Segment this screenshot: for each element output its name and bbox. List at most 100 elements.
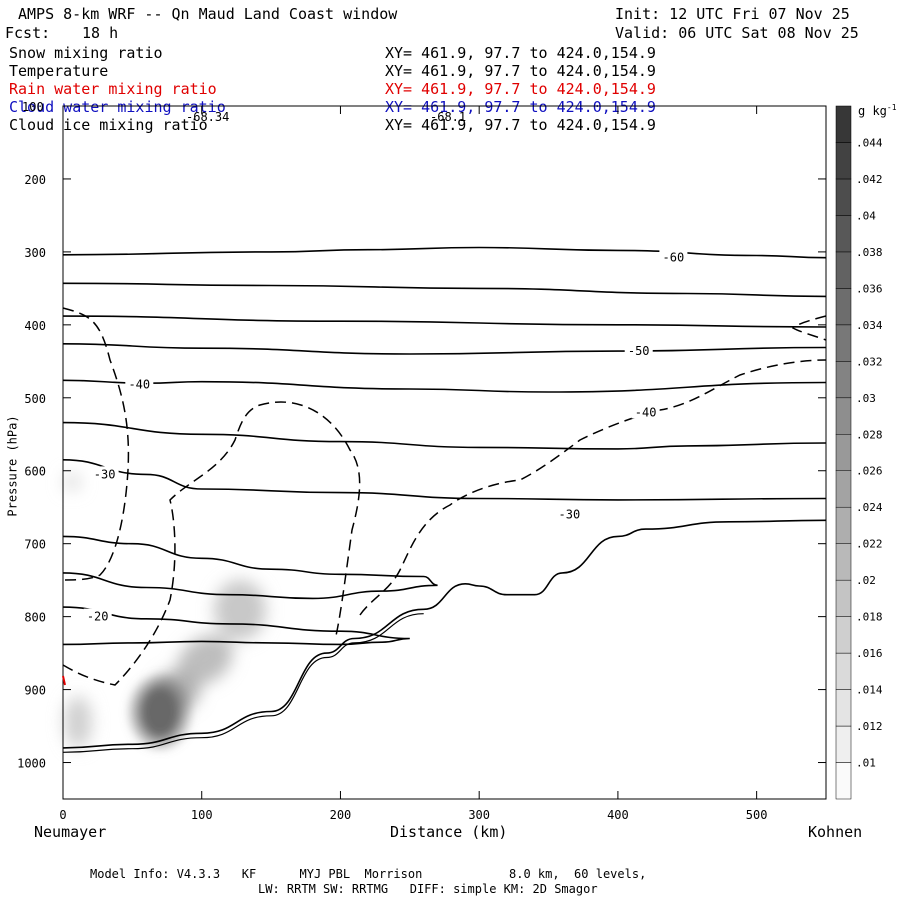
- colorbar-swatch: [835, 361, 852, 399]
- cloud-ice-contour: [62, 307, 130, 581]
- temperature-contour: [62, 606, 410, 646]
- y-tick-label: 200: [24, 173, 46, 187]
- colorbar-unit: g kg-1: [858, 100, 897, 119]
- terrain-outline: [62, 519, 827, 749]
- contour-label: -30: [559, 508, 581, 522]
- field-name: Cloud ice mixing ratio: [9, 116, 208, 134]
- colorbar-label: .01: [856, 757, 876, 770]
- colorbar-swatch: [835, 543, 852, 581]
- field-xy: XY= 461.9, 97.7 to 424.0,154.9: [385, 44, 656, 62]
- field-xy: XY= 461.9, 97.7 to 424.0,154.9: [385, 62, 656, 80]
- colorbar-swatch: [835, 288, 852, 326]
- colorbar-label: .026: [856, 465, 883, 478]
- colorbar-swatch: [835, 689, 852, 727]
- snow-core-halo: [130, 676, 190, 748]
- field-xy: XY= 461.9, 97.7 to 424.0,154.9: [385, 80, 656, 98]
- colorbar-unit-text: g kg: [858, 104, 887, 118]
- x-tick-label: 400: [607, 808, 629, 822]
- colorbar-swatch: [835, 616, 852, 654]
- colorbar-swatch: [835, 652, 852, 690]
- chart-title: AMPS 8-km WRF -- Qn Maud Land Coast wind…: [18, 5, 398, 23]
- x-tick-label: 0: [59, 808, 66, 822]
- rain-marker: [62, 675, 66, 686]
- colorbar-unit-exp: -1: [886, 103, 897, 112]
- forecast-label: Fcst:: [5, 24, 51, 42]
- contour-label: -20: [87, 610, 109, 624]
- temperature-contours: [62, 246, 827, 646]
- init-time: Init: 12 UTC Fri 07 Nov 25: [615, 5, 850, 23]
- field-name: Temperature: [9, 62, 109, 80]
- field-name: Rain water mixing ratio: [9, 80, 217, 98]
- x-tick-label: 100: [191, 808, 213, 822]
- cloud-ice-contour: [359, 359, 827, 616]
- contour-label: -50: [628, 344, 650, 358]
- x-tick-label: 500: [746, 808, 768, 822]
- colorbar-label: .042: [856, 173, 883, 186]
- axes: 0 100 200 300 400 500 200 300 400 500 600 700 800 900…: [17, 100, 826, 822]
- colorbar-label: .044: [856, 136, 883, 149]
- cloud-ice-contour: [791, 315, 827, 341]
- x-tick-label: 200: [330, 808, 352, 822]
- contour-labels: -60 -50 -40 -40 -30 -30 -20: [83, 249, 688, 624]
- colorbar-label: .028: [856, 428, 883, 441]
- contour-label-bg: [555, 506, 584, 521]
- x-tick-label: 300: [468, 808, 490, 822]
- temperature-contour: [62, 535, 438, 600]
- field-name: Snow mixing ratio: [9, 44, 163, 62]
- plot-frame: [62, 105, 827, 800]
- contour-label: -40: [635, 405, 657, 419]
- y-tick-label: 400: [24, 319, 46, 333]
- cloud-ice-contours: [62, 307, 827, 686]
- colorbar-swatch: [835, 178, 852, 216]
- model-info-2: LW: RRTM SW: RRTMG DIFF: simple KM: 2D S…: [258, 882, 598, 896]
- x-left-station: Neumayer: [34, 823, 107, 841]
- y-tick-label: 800: [24, 611, 46, 625]
- colorbar-swatch: [835, 397, 852, 435]
- colorbar-swatch: [835, 324, 852, 362]
- y-tick-label: 500: [24, 392, 46, 406]
- terrain-inner-outline: [62, 613, 424, 753]
- colorbar-swatch: [835, 434, 852, 471]
- colorbar-swatch: [835, 105, 852, 143]
- x-axis-label: Distance (km): [390, 823, 508, 841]
- y-tick-label: 100: [22, 100, 44, 114]
- colorbar-label: .012: [856, 720, 883, 733]
- snow-blob: [64, 696, 92, 748]
- colorbar-label: .014: [856, 684, 883, 697]
- temperature-contour: [62, 421, 827, 450]
- contour-label: -40: [128, 378, 150, 392]
- colorbar-swatch: [835, 215, 852, 253]
- y-axis-label: Pressure (hPa): [5, 415, 20, 517]
- contour-label-bg: [90, 466, 119, 481]
- rain-tick: [62, 675, 66, 686]
- temperature-contour: [62, 315, 827, 328]
- forecast-hour: 18 h: [82, 24, 119, 42]
- colorbar-label: .034: [856, 319, 883, 332]
- y-tick-label: 1000: [17, 757, 46, 771]
- snow-blob: [177, 635, 233, 685]
- colorbar-label: .016: [856, 647, 883, 660]
- colorbar: .01 .012 .014 .016 .018 .02 .022 .024 .026 .028 .0…: [835, 105, 883, 800]
- annotation: -68.1: [430, 110, 466, 124]
- temperature-contour: [62, 282, 827, 298]
- contour-label-bg: [83, 608, 112, 623]
- model-info: Model Info: V4.3.3 KF MYJ PBL Morrison 8…: [90, 867, 647, 881]
- colorbar-label: .036: [856, 282, 883, 295]
- x-right-station: Kohnen: [808, 823, 863, 841]
- contour-label-bg: [125, 376, 154, 391]
- annotation: -68.34: [186, 110, 229, 124]
- cloud-ice-contour: [62, 401, 361, 686]
- colorbar-swatch: [835, 579, 852, 617]
- colorbar-swatch: [835, 251, 852, 289]
- contour-label-bg: [631, 404, 660, 419]
- colorbar-swatch: [835, 470, 852, 508]
- colorbar-label: .02: [856, 574, 876, 587]
- snow-blob: [214, 580, 266, 640]
- colorbar-label: .018: [856, 611, 883, 624]
- colorbar-swatch: [835, 762, 852, 800]
- contour-label: -30: [94, 467, 116, 481]
- colorbar-label: .022: [856, 538, 883, 551]
- contour-label-bg: [659, 249, 688, 264]
- temperature-contour: [62, 343, 827, 355]
